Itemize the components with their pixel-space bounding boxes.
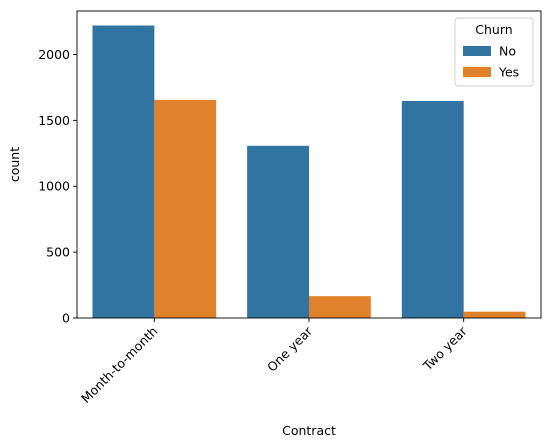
bar-yes-month-to-month (154, 99, 217, 318)
x-tick-label: Month-to-month (78, 324, 160, 406)
x-axis-label: Contract (282, 423, 336, 438)
bar-yes-two-year (463, 311, 526, 318)
x-axis: Month-to-month One year Two year (78, 318, 470, 406)
legend-items: No Yes (463, 44, 519, 80)
y-tick-label: 1500 (38, 113, 70, 128)
legend: Churn No Yes (454, 17, 534, 87)
y-axis: 0 500 1000 1500 2000 (38, 47, 77, 326)
legend-label-no: No (499, 44, 516, 59)
bar-yes-one-year (309, 296, 371, 318)
legend-swatch-yes (463, 67, 491, 77)
y-axis-label: count (7, 147, 22, 182)
y-tick-label: 1000 (38, 179, 70, 194)
legend-label-yes: Yes (498, 65, 519, 80)
legend-swatch-no (463, 46, 491, 56)
legend-title: Churn (475, 22, 512, 37)
y-tick-label: 2000 (38, 47, 70, 62)
bar-no-one-year (247, 145, 309, 318)
x-tick-label: Two year (419, 323, 470, 374)
bar-no-two-year (401, 100, 464, 318)
y-tick-label: 500 (46, 245, 70, 260)
bar-no-month-to-month (92, 25, 155, 319)
bars-layer (92, 25, 526, 319)
x-tick-label: One year (264, 323, 316, 375)
y-tick-label: 0 (62, 311, 70, 326)
